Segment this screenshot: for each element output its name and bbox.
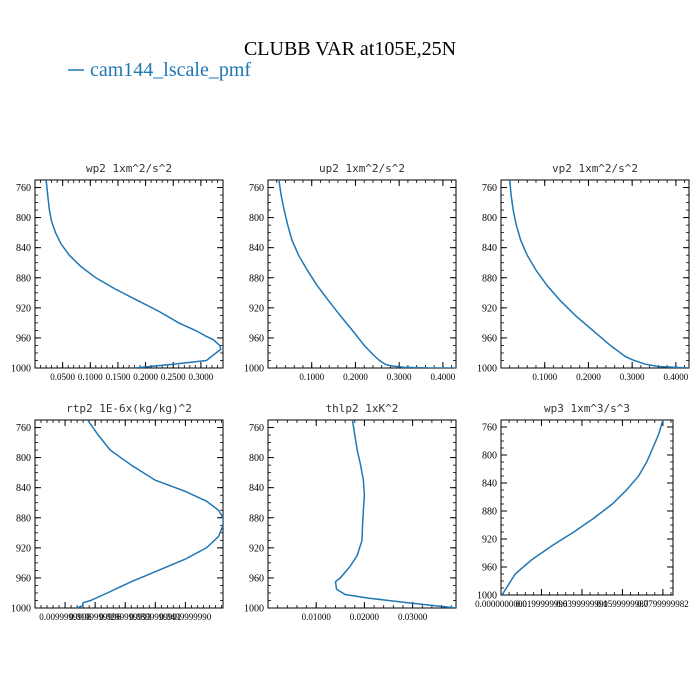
y-tick-label: 760	[482, 423, 497, 434]
plot-frame	[267, 419, 457, 609]
y-tick-label: 840	[249, 483, 264, 494]
x-tick-label: 0.0000000000	[475, 599, 527, 609]
plot-frame	[500, 419, 674, 596]
x-tick-label: 0.02000	[350, 612, 380, 622]
subplot-grid: wp2 1xm^2/s^2 760 800 840 880 920 960 1000 0.050…	[11, 162, 690, 622]
x-tick-label: 0.0399999991	[556, 599, 608, 609]
x-tick-label: 0.1000	[78, 372, 103, 382]
y-tick-label: 800	[482, 213, 497, 224]
y-tick-label: 760	[249, 183, 264, 194]
legend: cam144_lscale_pmf	[68, 59, 251, 81]
subplot-2: up2 1xm^2/s^2 760 800 840 880 920 960 1000 0.100…	[244, 162, 457, 382]
y-tick-label: 800	[249, 213, 264, 224]
y-tick-label: 1000	[244, 364, 264, 375]
y-tick-label: 840	[16, 483, 31, 494]
y-tick-label: 760	[482, 183, 497, 194]
subplot-title: vp2 1xm^2/s^2	[552, 162, 638, 175]
y-tick-label: 840	[482, 243, 497, 254]
subplot-4: rtp2 1E-6x(kg/kg)^2 760 800 840 880 920 960 100…	[11, 402, 224, 622]
x-tick-label: 0.0499999990	[160, 612, 212, 622]
subplot-title: up2 1xm^2/s^2	[319, 162, 405, 175]
plot-frame	[267, 179, 457, 369]
series-line	[45, 180, 222, 368]
x-tick-label: 0.3000	[620, 372, 645, 382]
plot-frame	[500, 179, 690, 369]
subplot-1: wp2 1xm^2/s^2 760 800 840 880 920 960 1000 0.050…	[11, 162, 224, 382]
subplot-3: vp2 1xm^2/s^2 760 800 840 880 920 960 1000 0.100…	[477, 162, 690, 382]
x-tick-label: 0.0799999982	[637, 599, 689, 609]
y-tick-label: 1000	[477, 364, 497, 375]
y-tick-label: 920	[482, 535, 497, 546]
y-tick-label: 760	[249, 423, 264, 434]
subplot-title: rtp2 1E-6x(kg/kg)^2	[66, 402, 192, 415]
y-tick-label: 920	[16, 303, 31, 314]
y-tick-label: 920	[16, 543, 31, 554]
x-tick-label: 0.0299999993	[99, 612, 151, 622]
y-tick-label: 960	[482, 563, 497, 574]
y-tick-label: 880	[482, 273, 497, 284]
x-tick-label: 0.2500	[161, 372, 186, 382]
y-tick-label: 1000	[11, 364, 31, 375]
series-line	[76, 420, 223, 608]
subplot-5: thlp2 1xK^2 760 800 840 880 920 960 1000 0.01000…	[244, 402, 457, 622]
y-tick-label: 920	[249, 303, 264, 314]
x-tick-label: 0.1000	[532, 372, 557, 382]
y-tick-label: 880	[16, 273, 31, 284]
x-tick-label: 0.3000	[387, 372, 412, 382]
figure-title: CLUBB VAR at105E,25N	[244, 38, 456, 60]
subplot-title: wp2 1xm^2/s^2	[86, 162, 172, 175]
y-tick-label: 1000	[11, 604, 31, 615]
x-tick-label: 0.03000	[398, 612, 428, 622]
plot-frame	[34, 179, 224, 369]
y-tick-label: 880	[249, 273, 264, 284]
series-line	[334, 420, 456, 608]
series-line	[508, 180, 689, 368]
y-tick-label: 920	[482, 303, 497, 314]
y-tick-label: 840	[482, 479, 497, 490]
series-line	[501, 420, 664, 595]
y-tick-label: 960	[249, 333, 264, 344]
x-tick-label: 0.2000	[576, 372, 601, 382]
series-line	[278, 180, 456, 368]
x-tick-label: 0.4000	[431, 372, 456, 382]
y-tick-label: 1000	[244, 604, 264, 615]
x-tick-label: 0.0399999991	[129, 612, 181, 622]
plot-frame	[34, 419, 224, 609]
y-tick-label: 760	[16, 183, 31, 194]
y-tick-label: 880	[482, 507, 497, 518]
y-tick-label: 960	[16, 573, 31, 584]
x-tick-label: 0.0199999996	[69, 612, 121, 622]
y-tick-label: 920	[249, 543, 264, 554]
y-tick-label: 800	[16, 453, 31, 464]
y-tick-label: 880	[16, 513, 31, 524]
x-tick-label: 0.0599999987	[597, 599, 649, 609]
x-tick-label: 0.0099999998	[39, 612, 91, 622]
y-tick-label: 960	[16, 333, 31, 344]
x-tick-label: 0.2000	[343, 372, 368, 382]
y-tick-label: 960	[249, 573, 264, 584]
y-tick-label: 1000	[477, 591, 497, 602]
subplot-title: thlp2 1xK^2	[326, 402, 399, 415]
x-tick-label: 0.4000	[664, 372, 689, 382]
y-tick-label: 840	[249, 243, 264, 254]
y-tick-label: 800	[482, 451, 497, 462]
subplot-6: wp3 1xm^3/s^3 760 800 840 880 920 960 10000.000…	[475, 402, 689, 609]
y-tick-label: 800	[249, 453, 264, 464]
x-tick-label: 0.01000	[302, 612, 332, 622]
x-tick-label: 0.0500	[50, 372, 75, 382]
x-tick-label: 0.1000	[299, 372, 324, 382]
x-tick-label: 0.2000	[133, 372, 158, 382]
y-tick-label: 840	[16, 243, 31, 254]
y-tick-label: 800	[16, 213, 31, 224]
x-tick-label: 0.0199999996	[516, 599, 568, 609]
y-tick-label: 960	[482, 333, 497, 344]
x-tick-label: 0.3000	[189, 372, 214, 382]
x-tick-label: 0.1500	[106, 372, 131, 382]
y-tick-label: 880	[249, 513, 264, 524]
y-tick-label: 760	[16, 423, 31, 434]
legend-label: cam144_lscale_pmf	[90, 59, 251, 81]
subplot-title: wp3 1xm^3/s^3	[544, 402, 630, 415]
